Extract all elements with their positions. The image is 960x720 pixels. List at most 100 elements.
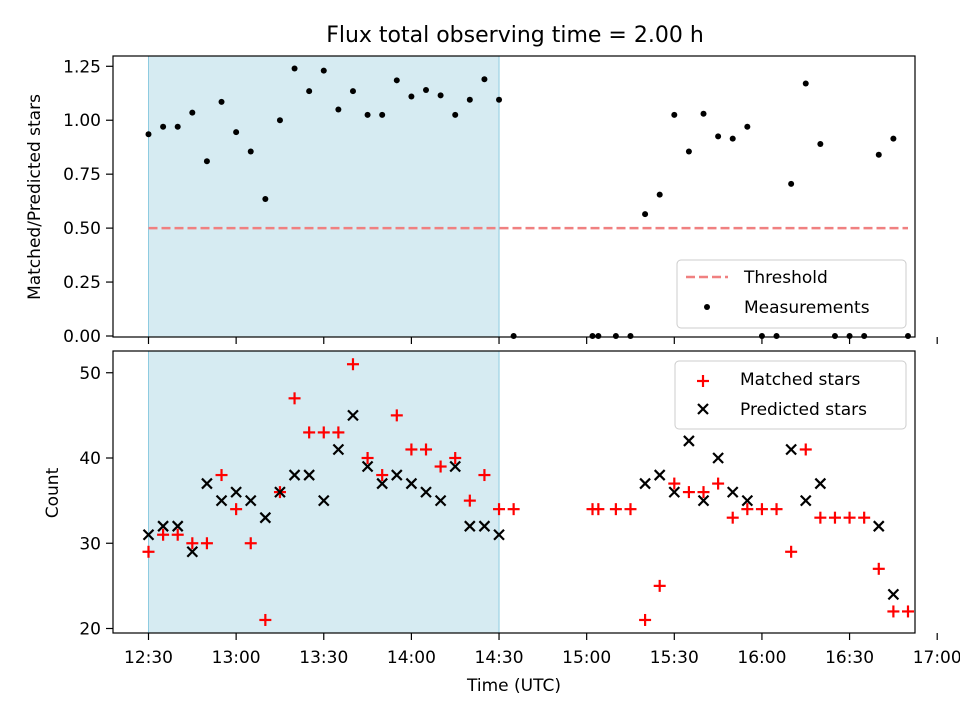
matched-star-marker: [230, 503, 243, 516]
predicted-star-marker: [215, 494, 228, 507]
measurement-point: [671, 111, 678, 118]
measurement-point: [612, 333, 619, 339]
matched-star-marker: [171, 528, 184, 541]
x-tick-label: 13:00: [212, 648, 261, 668]
matched-star-marker: [828, 511, 841, 524]
matched-star-marker: [799, 443, 812, 456]
x-tick-label: 15:30: [650, 648, 699, 668]
matched-star-marker: [390, 409, 403, 422]
measurement-point: [817, 140, 824, 147]
matched-star-marker: [405, 443, 418, 456]
measurement-point: [788, 180, 795, 187]
measurement-point: [890, 135, 897, 142]
measurement-point: [276, 117, 283, 124]
bottom-plot-frame: [112, 350, 916, 634]
measurement-point: [642, 211, 649, 218]
predicted-star-marker: [668, 486, 681, 498]
matched-star-marker: [697, 486, 710, 499]
matched-star-marker: [186, 537, 199, 550]
chart-title: Flux total observing time = 2.00 h: [326, 23, 704, 48]
x-tick-label: 15:00: [562, 648, 611, 668]
top-plot-frame: [112, 55, 916, 338]
matched-star-marker: [592, 503, 605, 516]
matched-star-marker: [639, 613, 652, 626]
measurement-point: [744, 123, 751, 130]
top-y-tick-label: 0.25: [63, 273, 101, 293]
matched-star-marker: [624, 503, 637, 516]
matched-star-marker: [668, 477, 681, 490]
predicted-star-marker: [887, 588, 900, 601]
bottom-shaded-region: [148, 350, 500, 634]
measurement-point: [306, 88, 313, 95]
measurement-point: [233, 129, 240, 136]
bottom-observing-window: [148, 350, 500, 634]
measurement-point: [320, 67, 327, 74]
measurement-point: [875, 151, 882, 158]
top-panel: 0.00 0.25 0.50 0.75 1.00 1.25 Matched/Predict…: [25, 55, 938, 347]
measurement-point: [452, 111, 459, 118]
predicted-star-marker: [244, 494, 257, 507]
measurement-point: [379, 111, 386, 118]
legend-predicted-label: Predicted stars: [740, 400, 867, 420]
legend-predicted-swatch: [697, 403, 709, 415]
top-shaded-region: [148, 55, 500, 338]
matched-star-marker: [814, 511, 827, 524]
measurement-point: [203, 158, 210, 165]
legend-measurements-swatch: [704, 304, 710, 310]
measurement-point: [496, 96, 503, 103]
matched-star-marker: [887, 605, 900, 618]
predicted-star-marker: [741, 494, 754, 507]
matched-star-marker: [858, 511, 871, 524]
predicted-stars-markers: [142, 409, 900, 601]
top-y-tick-label: 0.50: [63, 219, 101, 239]
measurement-point: [189, 109, 196, 116]
predicted-star-marker: [434, 494, 447, 507]
matched-star-marker: [346, 358, 359, 371]
measurement-point: [466, 96, 473, 103]
matched-star-marker: [493, 503, 506, 516]
matched-star-marker: [653, 579, 666, 592]
predicted-star-marker: [259, 511, 272, 524]
predicted-star-marker: [712, 452, 724, 464]
predicted-star-marker: [201, 477, 213, 490]
measurement-point: [437, 92, 444, 99]
measurement-point: [408, 93, 415, 100]
matched-star-marker: [200, 537, 213, 550]
matched-star-marker: [361, 452, 374, 464]
matched-star-marker: [682, 486, 695, 499]
measurement-point: [218, 98, 225, 105]
bottom-legend: Matched stars Predicted stars: [674, 360, 907, 430]
measurement-point: [247, 148, 254, 155]
top-legend-box: [676, 259, 907, 329]
predicted-star-marker: [186, 545, 199, 558]
measurement-point: [831, 333, 838, 339]
measurement-point: [773, 333, 780, 339]
predicted-star-marker: [697, 494, 710, 507]
top-y-ticks: 0.00 0.25 0.50 0.75 1.00 1.25: [63, 57, 113, 347]
measurement-point: [685, 148, 692, 155]
measurement-point: [262, 195, 269, 202]
matched-star-marker: [420, 443, 433, 456]
predicted-star-marker: [478, 520, 491, 532]
predicted-star-marker: [493, 528, 505, 541]
matched-star-marker: [449, 452, 462, 464]
matched-star-marker: [317, 426, 330, 439]
matched-star-marker: [463, 494, 476, 507]
predicted-star-marker: [449, 460, 461, 473]
bottom-y-tick-label: 50: [79, 364, 101, 384]
matched-star-marker: [259, 613, 272, 626]
measurement-point: [291, 65, 298, 72]
predicted-star-marker: [332, 443, 345, 456]
predicted-star-marker: [420, 486, 432, 498]
predicted-star-marker: [814, 477, 827, 490]
top-y-tick-label: 0.75: [63, 165, 101, 185]
measurement-point: [481, 76, 488, 83]
measurement-point: [160, 123, 167, 130]
predicted-star-marker: [288, 469, 301, 481]
predicted-star-marker: [799, 494, 812, 507]
top-y-axis-label: Matched/Predicted stars: [25, 94, 45, 300]
predicted-star-marker: [361, 460, 374, 473]
x-axis-label: Time (UTC): [466, 676, 561, 696]
measurement-point: [364, 111, 371, 118]
measurement-point: [729, 135, 736, 142]
